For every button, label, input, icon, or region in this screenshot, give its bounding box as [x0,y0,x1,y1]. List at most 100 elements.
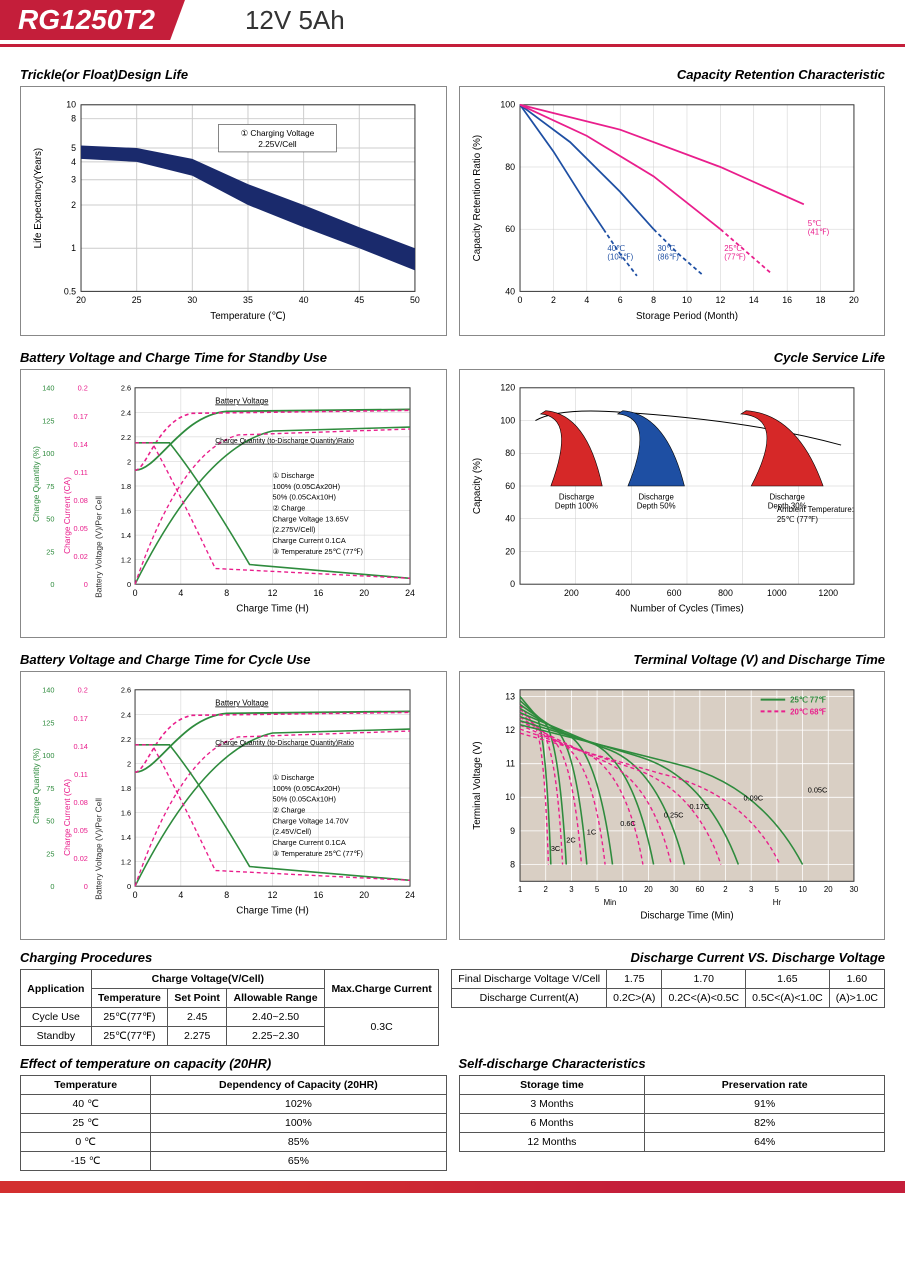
table-discharge-current-voltage: Discharge Current VS. Discharge Voltage … [451,950,885,1046]
svg-text:Capacity (%): Capacity (%) [471,458,482,514]
table2: Final Discharge Voltage V/Cell1.751.701.… [451,969,885,1008]
svg-text:② Charge: ② Charge [273,806,306,815]
svg-text:75: 75 [46,784,54,793]
svg-text:50% (0.05CAx10H): 50% (0.05CAx10H) [273,795,336,804]
svg-text:(104℉): (104℉) [607,253,633,262]
svg-text:0: 0 [127,882,131,891]
svg-text:11: 11 [505,759,514,769]
table-self-discharge: Self-discharge Characteristics Storage t… [459,1056,886,1171]
svg-text:20: 20 [359,890,369,900]
svg-text:20: 20 [76,295,86,305]
svg-text:2: 2 [127,759,131,768]
header-stripe [0,44,905,47]
svg-text:14: 14 [748,295,758,305]
svg-text:Charge Voltage 14.70V: Charge Voltage 14.70V [273,816,349,825]
svg-text:Discharge: Discharge [769,492,805,501]
svg-text:Discharge: Discharge [638,492,674,501]
svg-text:Battery Voltage: Battery Voltage [215,699,269,708]
svg-text:25℃ 77℉: 25℃ 77℉ [790,696,826,705]
chart-cycle-life: Cycle Service Life DischargeDepth 100%Di… [459,350,886,638]
svg-text:45: 45 [354,295,364,305]
svg-text:① Charging Voltage: ① Charging Voltage [241,128,315,138]
svg-text:2: 2 [550,295,555,305]
svg-text:1.8: 1.8 [121,482,131,491]
table3: TemperatureDependency of Capacity (20HR)… [20,1075,447,1171]
svg-text:Discharge Time (Min): Discharge Time (Min) [640,911,733,922]
svg-text:1C: 1C [586,827,596,836]
svg-text:2: 2 [127,457,131,466]
svg-text:0: 0 [84,580,88,589]
svg-text:25℃ (77℉): 25℃ (77℉) [776,515,818,524]
svg-text:(41℉): (41℉) [807,228,829,237]
svg-text:Hr: Hr [772,898,781,907]
svg-text:Battery Voltage: Battery Voltage [215,396,269,405]
svg-text:5℃: 5℃ [807,219,820,228]
svg-text:100: 100 [500,100,515,110]
chart5-svg: Charge Quantity (%)Charge Current (CA)Ba… [27,678,440,933]
svg-text:30: 30 [669,885,678,894]
svg-text:2.4: 2.4 [121,710,131,719]
svg-text:① Discharge: ① Discharge [273,773,315,782]
svg-text:20: 20 [359,588,369,598]
svg-text:0.6C: 0.6C [620,819,636,828]
svg-text:Storage Period (Month): Storage Period (Month) [635,311,737,322]
svg-text:100: 100 [42,449,54,458]
svg-text:5: 5 [774,885,779,894]
svg-text:60: 60 [695,885,704,894]
svg-text:1: 1 [71,243,76,253]
svg-text:140: 140 [42,383,54,392]
svg-text:30: 30 [849,885,858,894]
chart1-svg: 202530354045500.512345810Temperature (℃)… [27,93,440,329]
svg-text:12: 12 [505,725,515,735]
svg-text:120: 120 [500,382,515,392]
svg-text:2.6: 2.6 [121,686,131,695]
svg-text:4: 4 [178,588,183,598]
svg-text:③ Temperature 25℃ (77℉): ③ Temperature 25℃ (77℉) [273,546,363,555]
svg-text:(77℉): (77℉) [724,253,746,262]
svg-text:10: 10 [682,295,692,305]
table1: ApplicationCharge Voltage(V/Cell)Max.Cha… [20,969,439,1046]
footer-stripe [0,1181,905,1193]
svg-text:80: 80 [505,448,515,458]
svg-text:10: 10 [618,885,627,894]
chart6-svg: 3C2C1C0.6C0.25C0.17C0.09C0.05C0891011121… [466,678,879,933]
svg-text:30℃: 30℃ [657,244,675,253]
svg-text:0: 0 [50,882,54,891]
svg-text:20: 20 [849,295,859,305]
svg-text:1.2: 1.2 [121,555,131,564]
svg-text:40: 40 [505,513,515,523]
svg-text:Life Expectancy(Years): Life Expectancy(Years) [33,148,44,249]
svg-text:3: 3 [749,885,754,894]
svg-text:4: 4 [178,890,183,900]
svg-text:3C: 3C [550,844,560,853]
svg-text:1.2: 1.2 [121,858,131,867]
svg-text:Ambient Temperature:: Ambient Temperature: [776,505,853,514]
chart-capacity-retention: Capacity Retention Characteristic 40℃(10… [459,67,886,336]
svg-text:8: 8 [510,859,515,869]
svg-text:10: 10 [798,885,807,894]
chart2-title: Capacity Retention Characteristic [459,67,886,82]
svg-text:40: 40 [505,286,515,296]
svg-text:Charge Voltage 13.65V: Charge Voltage 13.65V [273,514,349,523]
chart4-svg: DischargeDepth 100%DischargeDepth 50%Dis… [466,376,879,631]
svg-text:8: 8 [71,114,76,124]
svg-text:0.17: 0.17 [74,714,88,723]
svg-text:3: 3 [71,175,76,185]
svg-text:Battery Voltage (V)/Per Cell: Battery Voltage (V)/Per Cell [94,496,104,598]
svg-text:2.6: 2.6 [121,383,131,392]
svg-text:25℃: 25℃ [724,244,742,253]
chart3-title: Battery Voltage and Charge Time for Stan… [20,350,447,365]
chart-standby-charge: Battery Voltage and Charge Time for Stan… [20,350,447,638]
svg-text:2.25V/Cell: 2.25V/Cell [258,139,297,149]
svg-text:0: 0 [84,882,88,891]
svg-text:Discharge: Discharge [558,492,594,501]
svg-text:(86℉): (86℉) [657,253,679,262]
svg-text:0.08: 0.08 [74,496,88,505]
table-charging-procedures: Charging Procedures ApplicationCharge Vo… [20,950,439,1046]
svg-text:0.14: 0.14 [74,742,88,751]
svg-text:50: 50 [46,817,54,826]
svg-text:Battery Voltage (V)/Per Cell: Battery Voltage (V)/Per Cell [94,798,104,900]
svg-text:0: 0 [133,588,138,598]
svg-text:140: 140 [42,686,54,695]
svg-text:600: 600 [666,588,681,598]
